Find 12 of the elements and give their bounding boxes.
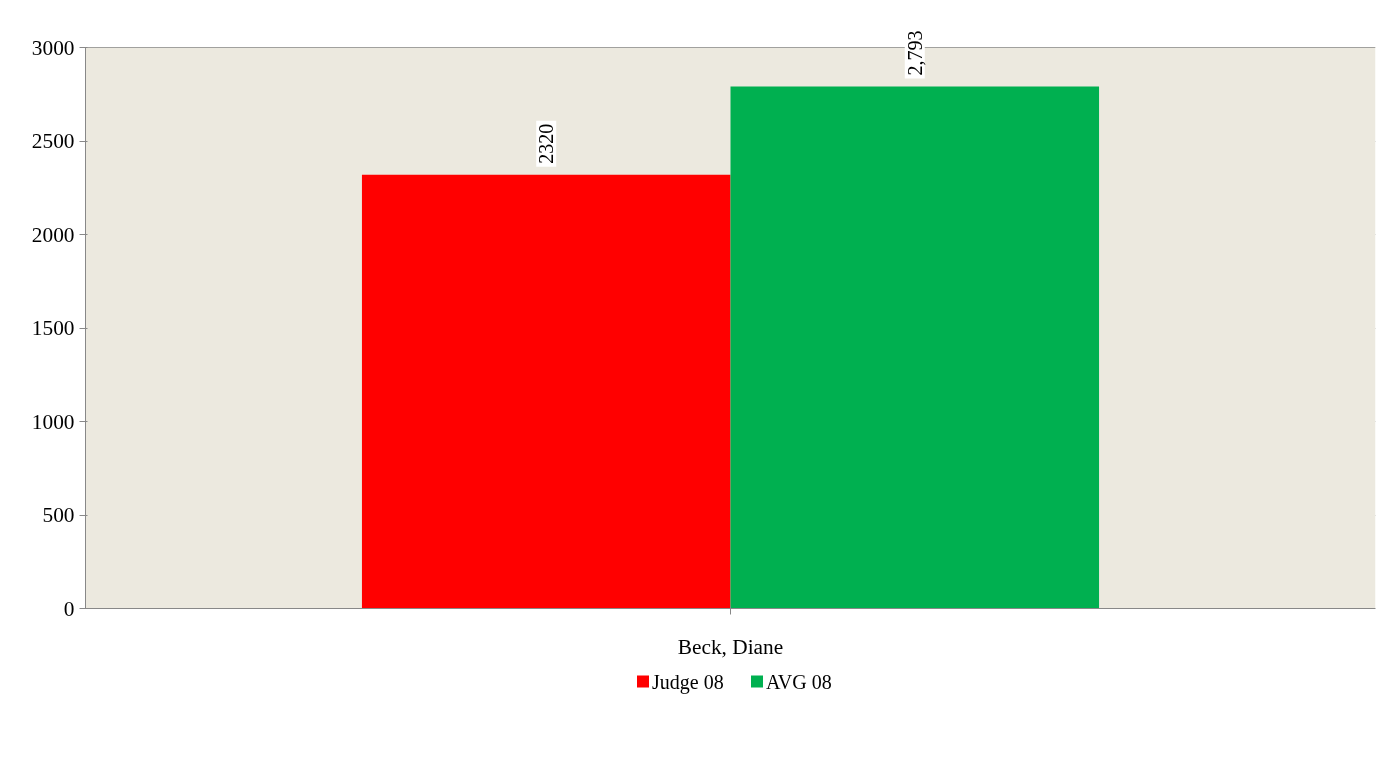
y-tick-label: 500 — [42, 503, 75, 528]
data-label: 2,793 — [903, 30, 926, 76]
y-tick-label: 3000 — [31, 35, 75, 60]
legend-label: Judge 08 — [652, 670, 724, 694]
y-tick-label: 2500 — [31, 129, 75, 154]
y-tick-label: 1500 — [31, 316, 75, 341]
y-tick-label: 2000 — [31, 222, 75, 247]
legend-label: AVG 08 — [766, 670, 832, 693]
y-tick-label: 1000 — [31, 409, 75, 434]
x-tick-label: Beck, Diane — [677, 634, 784, 659]
data-label: 2320 — [535, 123, 558, 164]
y-tick-label: 0 — [63, 596, 75, 621]
